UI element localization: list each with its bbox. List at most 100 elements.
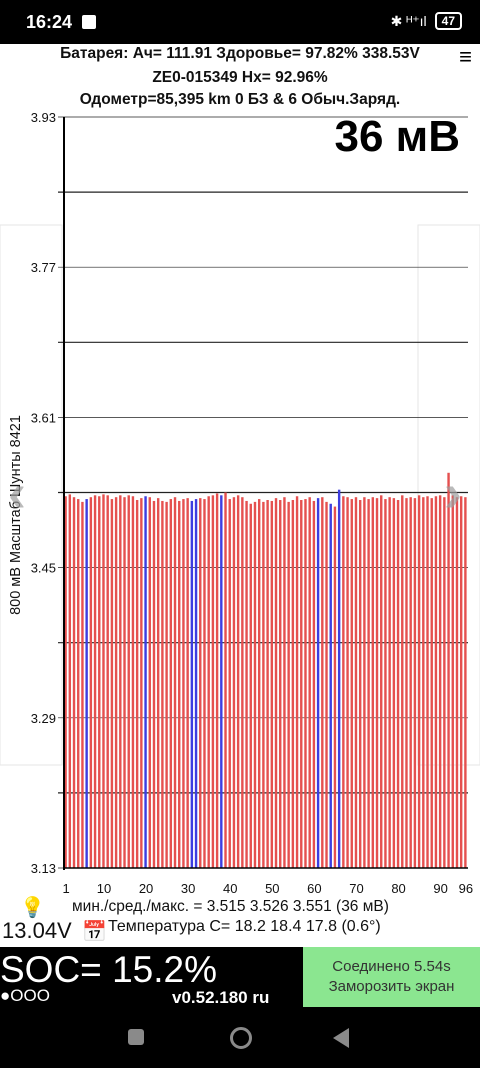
cell-bar [72, 497, 76, 868]
cell-bar [194, 499, 198, 868]
x-tick-label: 50 [265, 881, 279, 896]
cell-bar [459, 496, 463, 868]
left-overlay-frame [0, 224, 63, 766]
cell-bar [375, 498, 379, 868]
cell-bar [165, 501, 168, 868]
y-axis-caption: 800 мВ Масштаб Шунты 8421 [8, 415, 24, 615]
cell-bar [401, 495, 404, 868]
cell-bar [135, 500, 139, 868]
status-icons: ✱ ᴴ⁺ıl 47 [391, 12, 462, 30]
cell-bar [354, 497, 358, 868]
calendar-icon[interactable]: 📅 [82, 921, 107, 943]
notification-icon [82, 15, 96, 29]
cell-bar [438, 495, 442, 868]
cell-bar [434, 496, 438, 868]
min-avg-max: мин./сред./макс. = 3.515 3.526 3.551 (36… [72, 898, 389, 915]
cell-bar [199, 498, 202, 868]
cell-bar [329, 503, 332, 868]
menu-icon[interactable]: ≡ [459, 44, 472, 69]
y-tick-label: 3.29 [31, 711, 56, 726]
cell-bar [422, 497, 425, 868]
bulb-icon[interactable]: 💡 [20, 897, 45, 919]
cell-bar [123, 497, 126, 868]
cell-bar [451, 495, 454, 868]
cell-bar [114, 497, 118, 868]
cell-bar [384, 499, 387, 868]
status-time: 16:24 [26, 12, 73, 32]
cell-bar [236, 495, 240, 868]
signal-icon: ✱ ᴴ⁺ıl [390, 12, 427, 29]
cell-bar [455, 497, 459, 868]
next-page-icon[interactable]: › [444, 463, 462, 523]
cell-bar [380, 495, 383, 868]
cell-bar [156, 498, 160, 868]
app-version: v0.52.180 ru [172, 988, 270, 1007]
cell-bar [312, 500, 316, 868]
home-button[interactable] [230, 1027, 252, 1049]
cell-bar [110, 499, 114, 868]
back-button[interactable] [333, 1028, 349, 1048]
y-tick-label: 3.77 [31, 260, 56, 275]
cell-bar [283, 497, 286, 868]
page-dots[interactable]: ●OOO [0, 986, 50, 1005]
cell-bar [333, 506, 337, 868]
cell-bar [321, 497, 324, 868]
recents-button[interactable] [128, 1029, 144, 1045]
cell-bar [464, 497, 467, 868]
y-tick-label: 3.61 [31, 410, 56, 425]
cell-bar [93, 495, 97, 868]
cell-bar [211, 495, 215, 868]
x-tick-label: 60 [307, 881, 321, 896]
cell-bar [77, 499, 80, 868]
cell-bar [396, 500, 400, 868]
cell-bar [81, 501, 84, 868]
cell-bar [245, 500, 248, 868]
cell-bar [127, 495, 130, 868]
x-tick-label: 20 [139, 881, 153, 896]
cell-bar [337, 489, 341, 868]
cell-bar [98, 496, 101, 868]
cell-bar [215, 493, 219, 868]
cell-bar [152, 500, 156, 868]
cell-bar [228, 499, 231, 868]
cell-bar [346, 497, 349, 868]
cell-bar [140, 498, 143, 868]
aux-voltage: 13.04V [2, 918, 72, 943]
cell-bar [342, 496, 345, 868]
y-tick-label: 3.13 [31, 861, 56, 876]
cell-bar [417, 495, 421, 868]
x-tick-label: 1 [62, 881, 69, 896]
cell-bar [350, 499, 353, 868]
freeze-screen-button[interactable]: Соединено 5.54s Заморозить экран [303, 947, 480, 1007]
cell-bar [232, 497, 236, 868]
cell-bar [388, 497, 391, 868]
soc-value: SOC= 15.2% [0, 949, 217, 990]
cell-bar [224, 492, 227, 868]
cell-bar [89, 497, 93, 868]
x-tick-label: 70 [349, 881, 363, 896]
cell-bar [426, 496, 429, 868]
cell-bar [178, 500, 181, 868]
x-tick-label: 30 [181, 881, 195, 896]
freeze-label: Заморозить экран [328, 978, 455, 995]
x-tick-label: 96 [459, 881, 473, 896]
cell-bar [186, 498, 189, 868]
cell-bar [161, 500, 164, 868]
x-tick-label: 10 [97, 881, 111, 896]
battery-summary: Батарея: Ач= 111.91 Здоровье= 97.82% 338… [60, 45, 420, 62]
cell-voltage-chart[interactable]: 3.93 3.77 3.61 3.45 3.29 3.13 1 10 20 30 40 50 60 70 8… [0, 105, 480, 905]
cell-bar [274, 498, 278, 868]
cell-bar [279, 500, 282, 868]
x-tick-label: 90 [433, 881, 447, 896]
cell-bar [203, 499, 206, 868]
prev-page-icon[interactable]: ‹ [8, 463, 26, 523]
voltage-spread: 36 мВ [334, 112, 461, 161]
cell-bar [367, 499, 370, 868]
cell-bar [363, 497, 366, 868]
cell-bar [430, 498, 433, 868]
battery-icon: 47 [434, 12, 462, 30]
cell-bar [262, 501, 265, 868]
cell-bar [220, 495, 223, 868]
cell-bar [295, 496, 299, 868]
vin-health: ZE0-015349 Hx= 92.96% [152, 69, 328, 86]
